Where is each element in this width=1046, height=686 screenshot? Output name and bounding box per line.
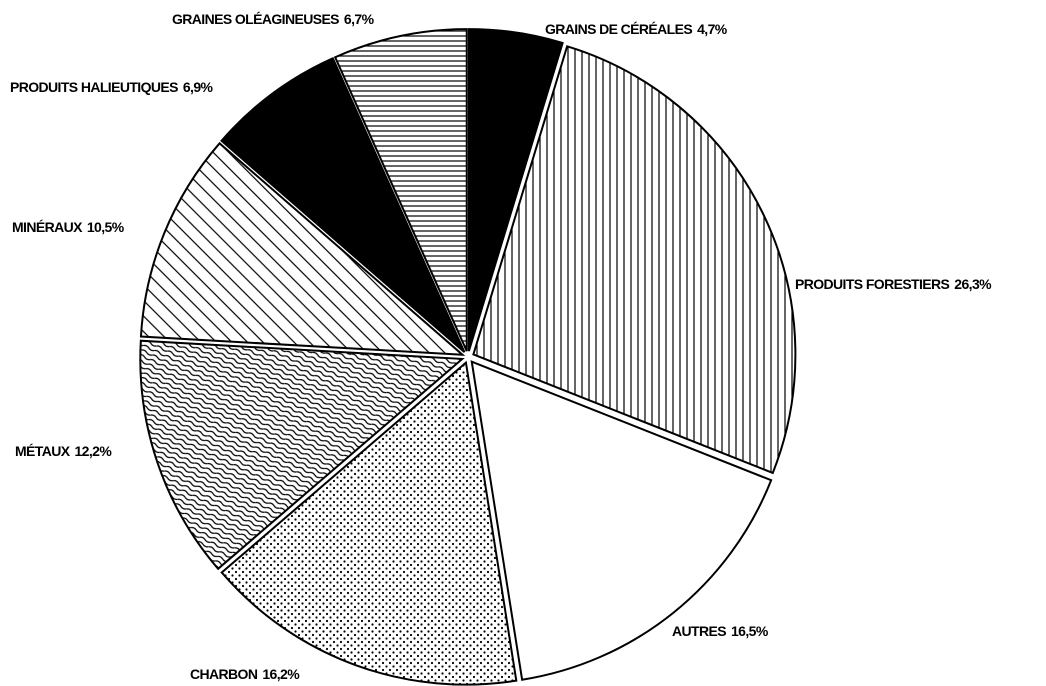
category-label: CHARBON: [190, 666, 258, 682]
category-label: MÉTAUX: [15, 443, 71, 459]
pie-slice: [470, 360, 773, 681]
value-label: 10,5%: [87, 219, 125, 235]
value-label: 16,2%: [262, 666, 300, 682]
pie-slice: [139, 339, 465, 571]
value-label: 4,7%: [697, 21, 728, 37]
value-label: 6,9%: [183, 79, 214, 95]
pie-slice: [139, 141, 466, 356]
value-label: 26,3%: [954, 276, 992, 292]
slice-label: AUTRES 16,5%: [672, 623, 769, 639]
pie-slice: [220, 360, 518, 686]
slice-label: GRAINS DE CÉRÉALES 4,7%: [545, 21, 728, 37]
slice-label: MÉTAUX 12,2%: [15, 443, 112, 459]
pie-slice: [472, 45, 797, 475]
slice-label: PRODUITS FORESTIERS 26,3%: [795, 276, 992, 292]
value-label: 16,5%: [731, 623, 769, 639]
pie-slice: [467, 28, 564, 352]
category-label: PRODUITS FORESTIERS: [795, 276, 950, 292]
category-label: AUTRES: [672, 623, 726, 639]
value-label: 12,2%: [74, 443, 112, 459]
slice-label: PRODUITS HALIEUTIQUES 6,9%: [10, 79, 214, 95]
category-label: PRODUITS HALIEUTIQUES: [10, 79, 178, 95]
category-label: MINÉRAUX: [12, 219, 83, 235]
category-label: GRAINS DE CÉRÉALES: [545, 21, 692, 37]
slice-label: GRAINES OLÉAGINEUSES 6,7%: [172, 11, 375, 27]
slice-label: CHARBON 16,2%: [190, 666, 300, 682]
category-label: GRAINES OLÉAGINEUSES: [172, 11, 339, 27]
pie-slice: [333, 28, 468, 352]
value-label: 6,7%: [344, 11, 375, 27]
slice-label: MINÉRAUX 10,5%: [12, 219, 125, 235]
pie-slice: [220, 56, 466, 353]
